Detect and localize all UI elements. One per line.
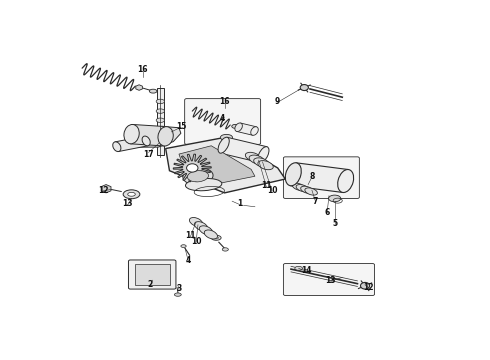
- Ellipse shape: [254, 158, 269, 167]
- Ellipse shape: [181, 245, 186, 247]
- Ellipse shape: [124, 125, 139, 144]
- Polygon shape: [131, 126, 181, 147]
- Ellipse shape: [285, 163, 301, 186]
- Ellipse shape: [142, 136, 150, 146]
- Ellipse shape: [293, 183, 305, 190]
- Ellipse shape: [123, 190, 140, 199]
- Text: 6: 6: [324, 208, 330, 217]
- Ellipse shape: [156, 99, 165, 104]
- Ellipse shape: [301, 186, 313, 193]
- Ellipse shape: [232, 125, 239, 128]
- Ellipse shape: [214, 237, 219, 239]
- FancyBboxPatch shape: [283, 157, 359, 198]
- Text: 12: 12: [364, 283, 374, 292]
- Ellipse shape: [187, 164, 198, 172]
- Ellipse shape: [235, 123, 243, 131]
- Text: 11: 11: [185, 231, 196, 240]
- Polygon shape: [166, 138, 285, 193]
- Polygon shape: [237, 123, 256, 135]
- Ellipse shape: [251, 127, 258, 135]
- Text: 14: 14: [301, 266, 312, 275]
- Text: 1: 1: [237, 199, 243, 208]
- Text: 13: 13: [122, 199, 133, 208]
- Ellipse shape: [220, 134, 233, 140]
- Ellipse shape: [187, 171, 209, 182]
- Text: 16: 16: [138, 65, 148, 74]
- Text: 9: 9: [275, 97, 280, 106]
- Ellipse shape: [195, 222, 208, 231]
- Text: 5: 5: [332, 219, 337, 228]
- Text: 4: 4: [186, 256, 191, 265]
- Ellipse shape: [199, 226, 213, 235]
- Ellipse shape: [218, 137, 229, 153]
- Ellipse shape: [305, 188, 318, 195]
- Text: 3: 3: [176, 284, 182, 293]
- FancyBboxPatch shape: [283, 264, 374, 296]
- Ellipse shape: [156, 127, 165, 131]
- Ellipse shape: [190, 217, 203, 226]
- Ellipse shape: [300, 85, 308, 91]
- Text: 15: 15: [176, 122, 186, 131]
- Text: 8: 8: [309, 172, 315, 181]
- Text: 11: 11: [261, 181, 271, 190]
- FancyBboxPatch shape: [128, 260, 176, 289]
- Ellipse shape: [183, 168, 213, 185]
- Text: 2: 2: [148, 280, 153, 289]
- Text: 13: 13: [326, 276, 336, 285]
- Text: 10: 10: [267, 186, 277, 195]
- Ellipse shape: [156, 118, 165, 122]
- Ellipse shape: [158, 127, 173, 146]
- Ellipse shape: [156, 109, 165, 113]
- Ellipse shape: [329, 195, 341, 202]
- Text: 17: 17: [143, 150, 154, 158]
- Ellipse shape: [258, 161, 273, 170]
- Ellipse shape: [211, 235, 221, 240]
- Polygon shape: [115, 136, 148, 152]
- Bar: [135, 264, 170, 285]
- Ellipse shape: [236, 126, 242, 129]
- Text: 7: 7: [313, 197, 318, 206]
- Polygon shape: [291, 163, 348, 193]
- Ellipse shape: [338, 170, 354, 193]
- Ellipse shape: [113, 142, 121, 152]
- Ellipse shape: [222, 248, 228, 251]
- Ellipse shape: [128, 192, 135, 196]
- Ellipse shape: [249, 155, 265, 164]
- Ellipse shape: [204, 230, 218, 239]
- Ellipse shape: [295, 266, 302, 270]
- Polygon shape: [179, 146, 255, 185]
- Ellipse shape: [245, 152, 261, 161]
- Text: 4: 4: [220, 113, 225, 122]
- Polygon shape: [173, 154, 211, 182]
- Polygon shape: [136, 85, 143, 90]
- Polygon shape: [101, 185, 111, 193]
- Text: 10: 10: [191, 237, 201, 246]
- Polygon shape: [130, 125, 167, 146]
- Ellipse shape: [174, 293, 181, 296]
- Polygon shape: [220, 137, 267, 163]
- Ellipse shape: [361, 283, 369, 289]
- Text: 16: 16: [220, 97, 230, 106]
- FancyBboxPatch shape: [185, 99, 261, 144]
- Text: 12: 12: [98, 186, 108, 195]
- Polygon shape: [157, 87, 164, 156]
- Ellipse shape: [296, 185, 309, 192]
- Ellipse shape: [186, 179, 222, 191]
- Ellipse shape: [149, 89, 157, 93]
- Ellipse shape: [258, 147, 269, 163]
